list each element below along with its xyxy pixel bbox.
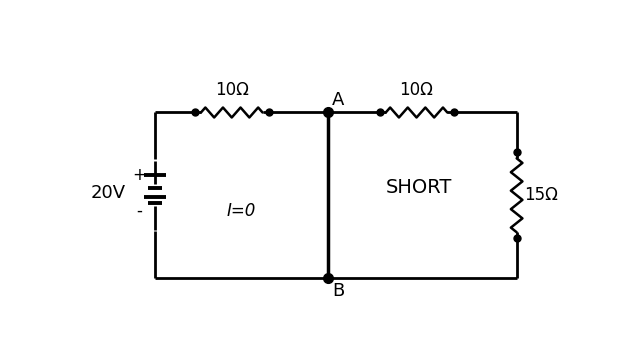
Text: 10Ω: 10Ω [399, 81, 433, 99]
Text: 15Ω: 15Ω [524, 186, 558, 204]
Text: A: A [332, 91, 344, 109]
Text: 10Ω: 10Ω [215, 81, 249, 99]
Text: 20V: 20V [90, 184, 125, 202]
Text: I=0: I=0 [227, 202, 256, 220]
Text: B: B [332, 282, 344, 300]
Text: +: + [132, 166, 147, 184]
Text: SHORT: SHORT [385, 178, 452, 197]
Text: -: - [136, 202, 142, 220]
